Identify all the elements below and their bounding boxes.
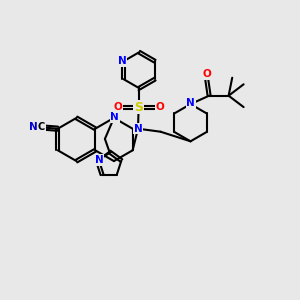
Text: O: O — [202, 69, 211, 79]
Text: N: N — [94, 155, 103, 165]
Text: N: N — [186, 98, 195, 108]
Text: S: S — [134, 100, 143, 114]
Text: C: C — [38, 122, 45, 132]
Text: N: N — [110, 112, 119, 122]
Text: N: N — [28, 122, 37, 132]
Text: N: N — [134, 124, 142, 134]
Text: O: O — [155, 102, 164, 112]
Text: N: N — [118, 56, 127, 66]
Text: O: O — [113, 102, 122, 112]
